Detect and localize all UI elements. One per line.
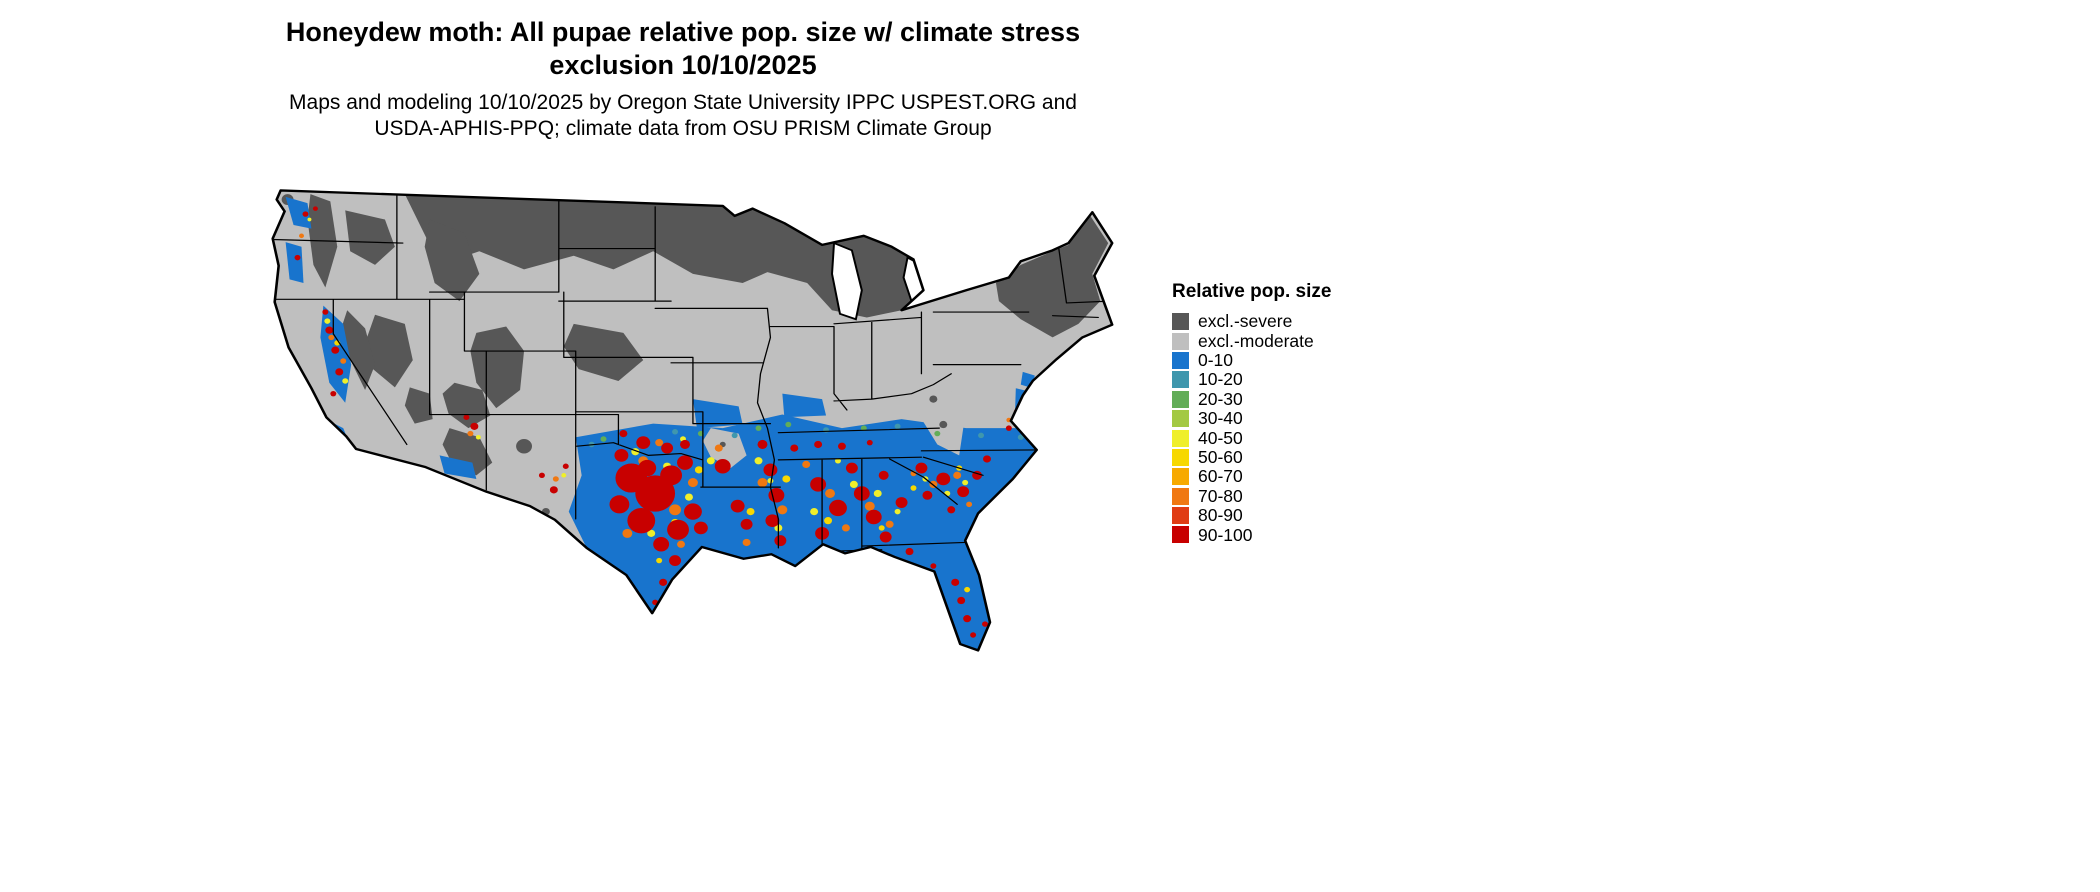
legend-item: 80-90 (1172, 505, 1331, 526)
us-outline (271, 189, 1114, 652)
state-boundaries (272, 193, 1111, 554)
legend-item: 0-10 (1172, 349, 1331, 370)
lake-michigan (831, 241, 863, 321)
legend-item-label: 40-50 (1198, 427, 1243, 448)
legend-item: 70-80 (1172, 485, 1331, 506)
legend-item-label: 60-70 (1198, 466, 1243, 487)
legend: Relative pop. size excl.-severe excl.-mod… (1172, 281, 1331, 545)
legend-item-label: 80-90 (1198, 505, 1243, 526)
legend-swatch (1172, 526, 1189, 544)
legend-swatch (1172, 371, 1189, 389)
map-layer-10-20 (588, 423, 1024, 448)
legend-swatch (1172, 332, 1189, 350)
legend-item: 40-50 (1172, 427, 1331, 448)
legend-item-label: excl.-severe (1198, 311, 1293, 332)
legend-swatch (1172, 429, 1189, 447)
legend-item: excl.-severe (1172, 311, 1331, 332)
legend-item: 60-70 (1172, 466, 1331, 487)
figure-title-line2: exclusion 10/10/2025 (549, 49, 817, 80)
legend-item: excl.-moderate (1172, 330, 1331, 351)
legend-items: excl.-severe excl.-moderate 0-10 10-20 20-30… (1172, 311, 1331, 545)
figure-title: Honeydew moth: All pupae relative pop. s… (0, 16, 1366, 82)
legend-swatch (1172, 448, 1189, 466)
figure-subtitle-line1: Maps and modeling 10/10/2025 by Oregon S… (289, 91, 1077, 114)
legend-item-label: 10-20 (1198, 369, 1243, 390)
legend-swatch (1172, 390, 1189, 408)
legend-swatch (1172, 351, 1189, 369)
legend-swatch (1172, 410, 1189, 428)
legend-item: 10-20 (1172, 369, 1331, 390)
map-layer-70-80 (299, 233, 1012, 548)
legend-swatch (1172, 487, 1189, 505)
figure-subtitle-line2: USDA-APHIS-PPQ; climate data from OSU PR… (374, 117, 992, 141)
legend-item: 30-40 (1172, 408, 1331, 429)
map-layer-moderate-wedges (702, 373, 966, 469)
map-layer-90-100 (294, 206, 1020, 638)
legend-item-label: 30-40 (1198, 408, 1243, 429)
legend-swatch (1172, 313, 1189, 331)
legend-item-label: 0-10 (1198, 349, 1234, 370)
figure-subtitle: Maps and modeling 10/10/2025 by Oregon S… (0, 90, 1366, 143)
legend-item-label: 20-30 (1198, 388, 1243, 409)
legend-item: 20-30 (1172, 388, 1331, 409)
figure-title-line1: Honeydew moth: All pupae relative pop. s… (285, 17, 1081, 47)
legend-swatch (1172, 507, 1189, 525)
legend-item-label: 50-60 (1198, 446, 1243, 467)
legend-item: 90-100 (1172, 524, 1331, 545)
us-map (226, 156, 1140, 664)
us-map-svg (271, 189, 1114, 652)
legend-item-label: 90-100 (1198, 524, 1253, 545)
legend-swatch (1172, 468, 1189, 486)
legend-item: 50-60 (1172, 446, 1331, 467)
legend-item-label: excl.-moderate (1198, 330, 1314, 351)
legend-title: Relative pop. size (1172, 281, 1332, 302)
legend-item-label: 70-80 (1198, 485, 1243, 506)
